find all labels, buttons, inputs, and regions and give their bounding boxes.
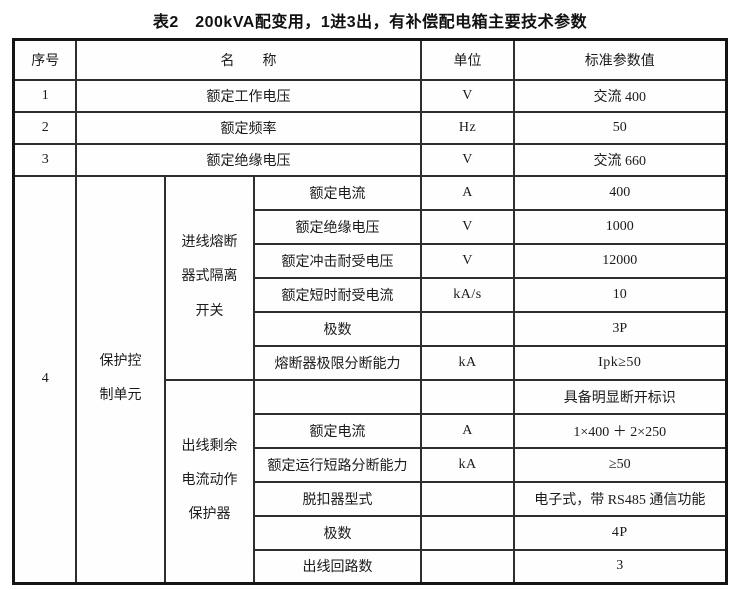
cell-group-label-outgoing: 出线剩余 电流动作 保护器 <box>163 378 255 585</box>
cell-name: 出线回路数 <box>252 548 423 585</box>
table-row: 极数 4P <box>14 514 728 551</box>
table-row: 1 额定工作电压 V 交流 400 <box>12 78 728 113</box>
table-row: 额定绝缘电压 V 1000 <box>14 208 728 245</box>
cell-name: 额定冲击耐受电压 <box>252 242 423 279</box>
cell-name: 额定短时耐受电流 <box>252 276 423 313</box>
table-row: 4 保护控 制单元 进线熔断 器式隔离 开关 额定电流 A 400 <box>12 174 728 585</box>
cell-unit: kA <box>420 344 516 381</box>
table-row: 额定运行短路分断能力 kA ≥50 <box>14 446 728 483</box>
cell-unit: V <box>420 208 516 245</box>
cell-value: 交流 400 <box>513 78 728 113</box>
cell-value: 12000 <box>513 242 728 279</box>
cell-unit: V <box>420 242 516 279</box>
cell-unit: V <box>420 142 516 177</box>
header-col-index: 序号 <box>12 38 77 81</box>
table-row: 额定冲击耐受电压 V 12000 <box>14 242 728 279</box>
cell-unit: A <box>420 412 516 449</box>
table-row: 极数 3P <box>14 310 728 347</box>
cell-value: 400 <box>513 174 728 211</box>
cell-name: 额定频率 <box>74 110 423 145</box>
cell-name: 额定电流 <box>252 174 423 211</box>
table-row: 额定短时耐受电流 kA/s 10 <box>14 276 728 313</box>
spec-table: 序号 名 称 单位 标准参数值 1 额定工作电压 V 交流 400 2 额定频率… <box>12 38 728 585</box>
table-row: 脱扣器型式 电子式，带 RS485 通信功能 <box>14 480 728 517</box>
cell-value: 电子式，带 RS485 通信功能 <box>513 480 728 517</box>
cell-value: 1000 <box>513 208 728 245</box>
header-col-value: 标准参数值 <box>513 38 728 81</box>
cell-name: 熔断器极限分断能力 <box>252 344 423 381</box>
cell-name: 额定运行短路分断能力 <box>252 446 423 483</box>
cell-unit: kA <box>420 446 516 483</box>
cell-section-category: 保护控 制单元 <box>74 174 166 585</box>
cell-value: 3P <box>513 310 728 347</box>
cell-value: 交流 660 <box>513 142 728 177</box>
cell-name <box>252 378 423 415</box>
cell-unit <box>420 548 516 585</box>
cell-unit <box>420 378 516 415</box>
cell-name: 极数 <box>252 310 423 347</box>
cell-unit: A <box>420 174 516 211</box>
cell-index: 3 <box>12 142 77 177</box>
cell-value: 3 <box>513 548 728 585</box>
table-row: 3 额定绝缘电压 V 交流 660 <box>12 142 728 177</box>
cell-group-label-incoming: 进线熔断 器式隔离 开关 <box>163 174 255 381</box>
cell-unit <box>420 480 516 517</box>
cell-index: 1 <box>12 78 77 113</box>
table-row: 出线回路数 3 <box>14 548 728 585</box>
cell-name: 额定电流 <box>252 412 423 449</box>
cell-value: 10 <box>513 276 728 313</box>
cell-unit <box>420 514 516 551</box>
header-col-unit: 单位 <box>420 38 516 81</box>
cell-value: 50 <box>513 110 728 145</box>
cell-unit: kA/s <box>420 276 516 313</box>
cell-unit <box>420 310 516 347</box>
table-title: 表2 200kVA配变用，1进3出，有补偿配电箱主要技术参数 <box>152 14 588 31</box>
table-row: 额定电流 A 1×400 ＋ 2×250 <box>14 412 728 449</box>
cell-name: 额定绝缘电压 <box>252 208 423 245</box>
cell-name: 额定工作电压 <box>74 78 423 113</box>
cell-unit: V <box>420 78 516 113</box>
cell-value: 具备明显断开标识 <box>513 378 728 415</box>
header-col-name: 名 称 <box>74 38 423 81</box>
cell-index: 2 <box>12 110 77 145</box>
cell-value: 1×400 ＋ 2×250 <box>513 412 728 449</box>
cell-name: 极数 <box>252 514 423 551</box>
cell-section-index: 4 <box>12 174 77 585</box>
cell-name: 脱扣器型式 <box>252 480 423 517</box>
cell-value: ≥50 <box>513 446 728 483</box>
header-row: 序号 名 称 单位 标准参数值 <box>12 38 728 81</box>
table-row: 熔断器极限分断能力 kA Ipk≥50 <box>14 344 728 381</box>
cell-value: 4P <box>513 514 728 551</box>
cell-value: Ipk≥50 <box>513 344 728 381</box>
cell-name: 额定绝缘电压 <box>74 142 423 177</box>
table-row: 出线剩余 电流动作 保护器 具备明显断开标识 <box>14 378 728 585</box>
table-row: 2 额定频率 Hz 50 <box>12 110 728 145</box>
cell-unit: Hz <box>420 110 516 145</box>
